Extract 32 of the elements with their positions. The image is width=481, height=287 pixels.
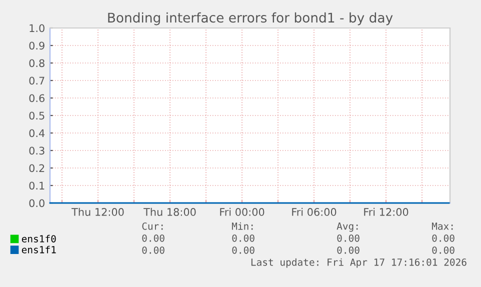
- x-tick-label: Fri 00:00: [220, 208, 264, 216]
- y-tick-label: 0.2: [29, 164, 44, 172]
- y-tick-label: 0.5: [29, 112, 44, 120]
- legend-label: ens1f0: [22, 234, 56, 242]
- y-tick-label: 0.4: [29, 129, 45, 138]
- text: 0.00: [432, 234, 454, 242]
- text: Min:: [232, 222, 253, 230]
- y-tick-label: 0.6: [29, 94, 44, 102]
- y-tick-label: 0.3: [29, 146, 44, 155]
- legend-label: ens1f1: [22, 246, 56, 254]
- text: Max:: [432, 222, 453, 230]
- text: 0.00: [232, 246, 254, 254]
- y-tick-label: 0.1: [29, 182, 44, 190]
- y-tick-label: 0.7: [29, 76, 44, 85]
- x-tick-label: Fri 12:00: [364, 208, 408, 216]
- text: 0.00: [432, 246, 454, 254]
- text: 0.00: [232, 234, 254, 242]
- text: 0.00: [337, 234, 360, 242]
- text: 0.00: [142, 234, 164, 242]
- x-tick-label: Fri 06:00: [292, 208, 336, 216]
- y-tick-label: 1.0: [30, 24, 44, 32]
- y-tick-label: 0.8: [29, 59, 44, 68]
- chart-title: Bonding interface errors for bond1 - by day: [108, 12, 393, 26]
- x-tick-label: Thu 18:00: [144, 208, 196, 216]
- text: Cur:: [142, 222, 163, 230]
- text: Avg:: [336, 222, 358, 232]
- x-tick-label: Thu 12:00: [72, 208, 124, 216]
- text: Last update: Fri Apr 17 17:16:01 2026: [251, 258, 466, 268]
- y-tick-label: 0.0: [29, 199, 44, 208]
- text: 0.00: [337, 246, 360, 254]
- y-tick-label: 0.9: [29, 42, 44, 50]
- text: 0.00: [142, 246, 164, 254]
